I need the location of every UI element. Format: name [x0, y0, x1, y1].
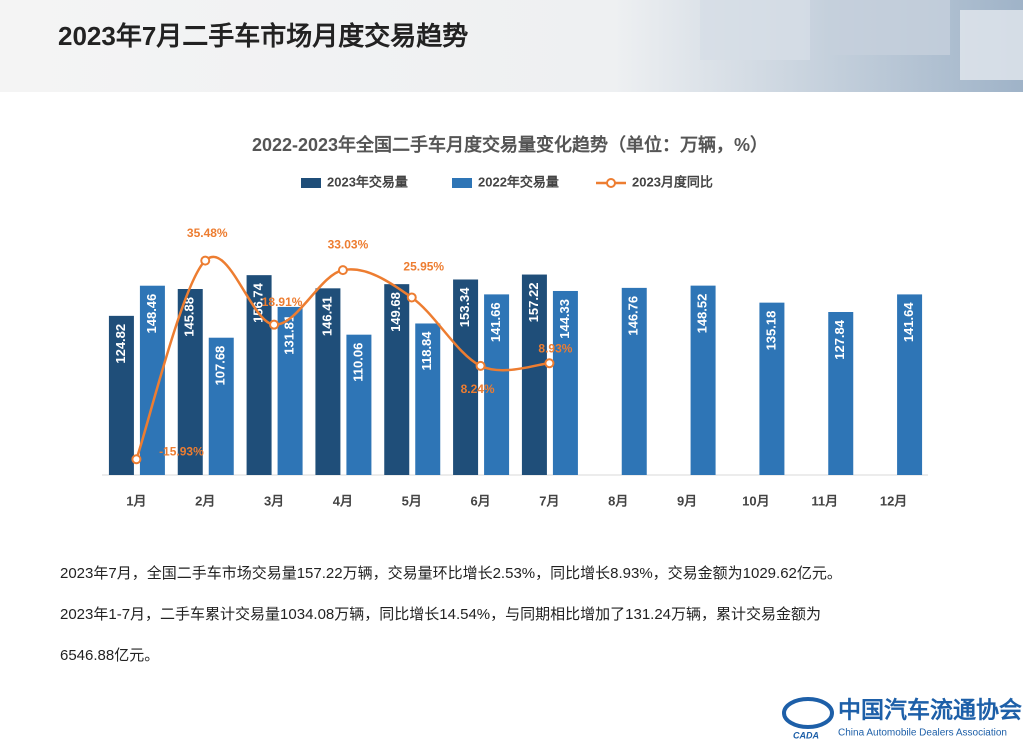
- bar: [315, 288, 341, 475]
- bar-value-label: 110.06: [350, 343, 365, 382]
- bar-value-label: 124.82: [113, 324, 128, 364]
- bar-value-label: 157.22: [526, 283, 541, 323]
- bar: [552, 290, 578, 475]
- bar-value-label: 141.64: [901, 302, 916, 343]
- bar-value-label: 146.41: [319, 296, 334, 336]
- plot: 1月 2月 3月 4月 5月 6月 7月 8月 9月 10月 11月 12月 2023年交易量 2022年…: [108, 174, 923, 508]
- line-value-label: 18.91%: [262, 295, 303, 309]
- chart-title: 2022-2023年全国二手车月度交易量变化趋势（单位：万辆，%）: [252, 134, 768, 155]
- bar: [277, 306, 303, 475]
- bar-value-label: 146.76: [626, 296, 641, 336]
- bar: [828, 312, 854, 475]
- line-point: [475, 360, 486, 371]
- line-point: [200, 255, 211, 266]
- header-deco: [960, 10, 1023, 80]
- line-point: [269, 319, 280, 330]
- legend-swatch: [301, 178, 321, 188]
- x-tick-label: 7月: [539, 493, 559, 508]
- line-value-label: 8.24%: [461, 382, 495, 396]
- org-name-en: China Automobile Dealers Association: [838, 728, 1007, 739]
- bar: [346, 334, 372, 475]
- bar-value-label: 145.88: [182, 297, 197, 337]
- bar-value-label: 148.52: [695, 294, 710, 334]
- line-point: [406, 292, 417, 303]
- bar: [139, 285, 165, 475]
- bar: [897, 294, 923, 475]
- x-tick-label: 2月: [195, 493, 215, 508]
- line-value-label: 25.95%: [403, 260, 444, 274]
- x-tick-label: 11月: [811, 493, 838, 508]
- bar-value-label: 118.84: [419, 331, 434, 371]
- line-point: [131, 454, 142, 465]
- line-point: [337, 265, 348, 276]
- bar-value-label: 131.81: [282, 315, 297, 355]
- bar-value-label: 156.74: [251, 282, 266, 323]
- line-point: [544, 358, 555, 369]
- bar-value-label: 148.46: [144, 294, 159, 334]
- bar: [759, 302, 785, 475]
- x-tick-label: 3月: [264, 493, 284, 508]
- page-title: 2023年7月二手车市场月度交易趋势: [58, 21, 468, 51]
- bar: [621, 287, 647, 475]
- x-tick-label: 9月: [677, 493, 697, 508]
- logo-mark: [782, 697, 834, 729]
- legend-label: 2022年交易量: [478, 174, 559, 189]
- body-text: 2023年7月，全国二手车市场交易量157.22万辆，交易量环比增长2.53%，…: [60, 564, 842, 582]
- bar-value-label: 127.84: [832, 319, 847, 360]
- bar: [108, 315, 134, 475]
- bar-value-label: 107.68: [213, 346, 228, 386]
- line-value-label: 33.03%: [328, 237, 369, 251]
- line-value-label: 8.93%: [538, 341, 572, 355]
- x-tick-label: 12月: [880, 493, 907, 508]
- bar: [521, 274, 547, 475]
- bar-value-label: 144.33: [557, 299, 572, 339]
- header-deco: [830, 0, 950, 55]
- bar-value-label: 153.34: [457, 287, 472, 328]
- bar: [246, 275, 272, 475]
- bar-value-label: 141.66: [488, 302, 503, 342]
- line-value-label: 35.48%: [187, 226, 228, 240]
- x-tick-label: 8月: [608, 493, 628, 508]
- legend-label: 2023月度同比: [632, 174, 713, 189]
- x-tick-label: 1月: [126, 493, 146, 508]
- bar: [484, 294, 510, 475]
- bar: [384, 284, 410, 475]
- legend-label: 2023年交易量: [327, 174, 408, 189]
- line-value-label: -15.93%: [159, 444, 204, 458]
- bar: [415, 323, 441, 475]
- bar-value-label: 149.68: [388, 292, 403, 332]
- org-name-cn: 中国汽车流通协会: [838, 696, 1022, 722]
- x-tick-label: 6月: [470, 493, 490, 508]
- bar: [208, 337, 234, 475]
- body-text: 2023年1-7月，二手车累计交易量1034.08万辆，同比增长14.54%，与…: [60, 605, 821, 623]
- bar-value-label: 135.18: [763, 311, 778, 351]
- bar: [453, 279, 479, 475]
- bar: [177, 289, 203, 475]
- x-tick-label: 4月: [333, 493, 353, 508]
- legend-swatch: [606, 178, 616, 188]
- bar: [690, 285, 716, 475]
- logo-text: CADA: [793, 730, 819, 740]
- line: [135, 255, 550, 460]
- x-tick-label: 5月: [402, 493, 422, 508]
- body-text: 6546.88亿元。: [60, 647, 159, 664]
- x-tick-label: 10月: [742, 493, 769, 508]
- legend-swatch: [452, 178, 472, 188]
- header-deco: [700, 0, 810, 60]
